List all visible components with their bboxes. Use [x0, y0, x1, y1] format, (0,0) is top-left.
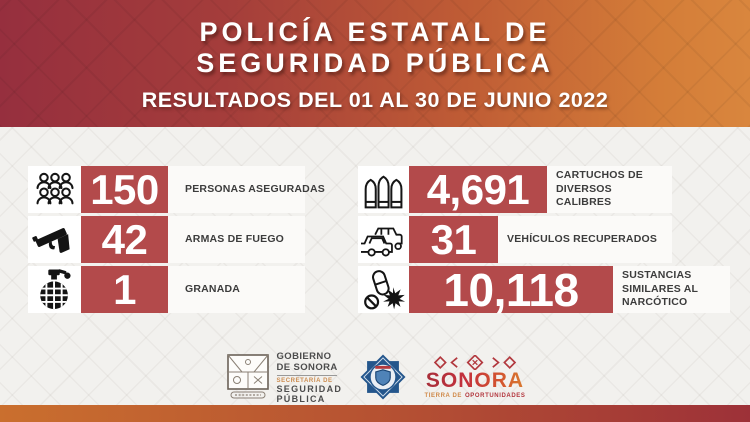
police-star-badge-icon — [359, 354, 406, 400]
bottom-gradient-bar — [0, 405, 750, 422]
stat-label: CARTUCHOS DE DIVERSOS CALIBRES — [547, 166, 672, 213]
narcotics-icon — [358, 266, 409, 313]
stat-row: 150 PERSONAS ASEGURADAS — [28, 166, 325, 213]
gobierno-label: GOBIERNO — [276, 350, 332, 362]
stat-row: 1 GRANADA — [28, 266, 305, 313]
stat-label: PERSONAS ASEGURADAS — [168, 166, 325, 213]
stat-value: 31 — [409, 216, 498, 263]
sonora-wordmark: SONORA — [425, 369, 525, 392]
stat-value: 10,118 — [409, 264, 613, 316]
bullets-icon — [358, 166, 409, 213]
de-sonora-label: DE SONORA — [276, 361, 338, 373]
people-group-icon — [28, 166, 81, 213]
title-line-1: POLICÍA ESTATAL DE — [199, 17, 551, 47]
stat-row: 10,118 SUSTANCIAS SIMILARES AL NARCÓTICO — [358, 264, 730, 316]
grenade-icon — [28, 266, 81, 313]
title-line-2: SEGURIDAD PÚBLICA — [196, 48, 554, 78]
stat-value: 42 — [81, 216, 168, 263]
secretaria-de-label: SECRETARÍA DE — [276, 377, 333, 384]
stat-label: ARMAS DE FUEGO — [168, 216, 305, 263]
tagline-right: OPORTUNIDADES — [465, 393, 526, 399]
publica-label: PÚBLICA — [276, 393, 326, 404]
header-banner: POLICÍA ESTATAL DE SEGURIDAD PÚBLICA RES… — [0, 0, 750, 127]
subtitle-date-range: RESULTADOS DEL 01 AL 30 DE JUNIO 2022 — [141, 88, 609, 112]
logo-divider — [276, 374, 337, 376]
stat-label: SUSTANCIAS SIMILARES AL NARCÓTICO — [613, 266, 730, 313]
stat-value: 1 — [81, 266, 168, 313]
stat-label: VEHÍCULOS RECUPERADOS — [498, 216, 672, 263]
footer-logos: GOBIERNO DE SONORA SECRETARÍA DE SEGURID… — [0, 346, 750, 408]
sonora-brand-logo: SONORA TIERRA DE OPORTUNIDADES — [425, 355, 526, 399]
sonora-ornaments-icon — [433, 355, 517, 370]
stat-row: 42 ARMAS DE FUEGO — [28, 216, 305, 263]
sonora-crest-icon — [226, 354, 269, 399]
stat-row: 4,691 CARTUCHOS DE DIVERSOS CALIBRES — [358, 166, 672, 213]
stat-value: 4,691 — [409, 166, 547, 213]
gobierno-sonora-logo: GOBIERNO DE SONORA SECRETARÍA DE SEGURID… — [225, 351, 341, 404]
seguridad-label: SEGURIDAD — [276, 383, 343, 394]
stat-row: 31 VEHÍCULOS RECUPERADOS — [358, 216, 672, 263]
page-title: POLICÍA ESTATAL DE SEGURIDAD PÚBLICA — [0, 17, 750, 79]
stat-value: 150 — [81, 166, 168, 213]
tagline-left: TIERRA DE — [424, 393, 463, 399]
cars-icon — [358, 216, 409, 263]
sonora-tagline: TIERRA DE OPORTUNIDADES — [425, 393, 526, 399]
pistol-icon — [28, 216, 81, 263]
stat-label: GRANADA — [168, 266, 305, 313]
